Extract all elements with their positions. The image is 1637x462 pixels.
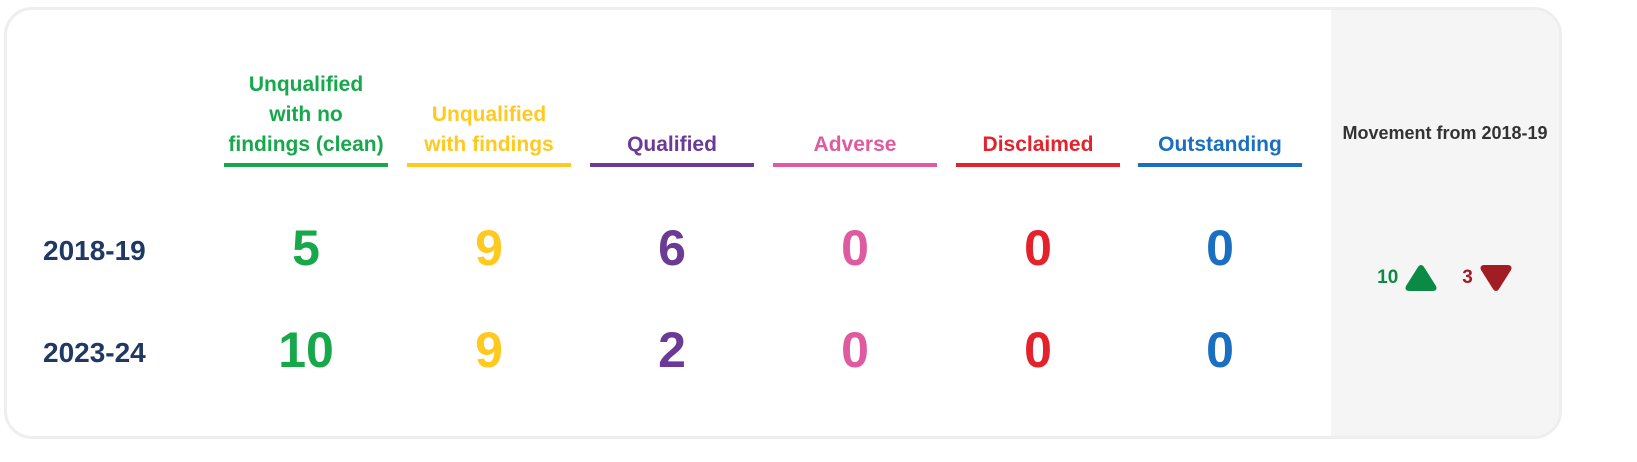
column-header-label: Adverse	[813, 133, 897, 156]
cell-value: 0	[1024, 322, 1052, 378]
movement-title: Movement from 2018-19	[1342, 123, 1548, 143]
column-underline	[773, 163, 937, 167]
column-underline	[224, 163, 388, 167]
movement-up-count: 10	[1377, 267, 1399, 288]
column-header: Unqualified with findings	[407, 10, 571, 170]
column-header: Adverse	[773, 10, 937, 170]
cell-value: 0	[841, 322, 869, 378]
column-underline	[590, 163, 754, 167]
cell-value: 0	[1024, 220, 1052, 276]
column-header: Unqualified with no findings (clean)	[224, 10, 388, 170]
cell-value: 2	[658, 322, 686, 378]
column-header-label: Unqualified with findings	[424, 103, 554, 156]
triangle-up-icon	[1405, 265, 1437, 291]
column-underline	[407, 163, 571, 167]
cell-value: 0	[841, 220, 869, 276]
row-label-2023-24: 2023-24	[43, 337, 146, 368]
movement-down-count: 3	[1462, 267, 1473, 288]
column-underline	[1138, 163, 1302, 167]
column-header-label: Qualified	[627, 133, 717, 156]
cell-value: 6	[658, 220, 686, 276]
column-header: Qualified	[590, 10, 754, 170]
column-header-label: Unqualified with no findings (clean)	[228, 73, 384, 156]
cell-value: 5	[292, 220, 320, 276]
cell-value: 0	[1206, 322, 1234, 378]
column-header: Disclaimed	[956, 10, 1120, 170]
column-header-label: Outstanding	[1158, 133, 1282, 156]
cell-value: 9	[475, 220, 503, 276]
column-header-label: Disclaimed	[982, 133, 1094, 156]
triangle-down-icon	[1480, 265, 1512, 291]
audit-opinion-card: Unqualified with no findings (clean) 5 10 U…	[4, 7, 1562, 439]
movement-indicators: 10 3	[1331, 264, 1559, 292]
row-label-2018-19: 2018-19	[43, 235, 146, 266]
cell-value: 10	[278, 322, 334, 378]
cell-value: 9	[475, 322, 503, 378]
column-underline	[956, 163, 1120, 167]
column-header: Outstanding	[1138, 10, 1302, 170]
movement-panel: Movement from 2018-19 10 3	[1331, 10, 1559, 436]
cell-value: 0	[1206, 220, 1234, 276]
